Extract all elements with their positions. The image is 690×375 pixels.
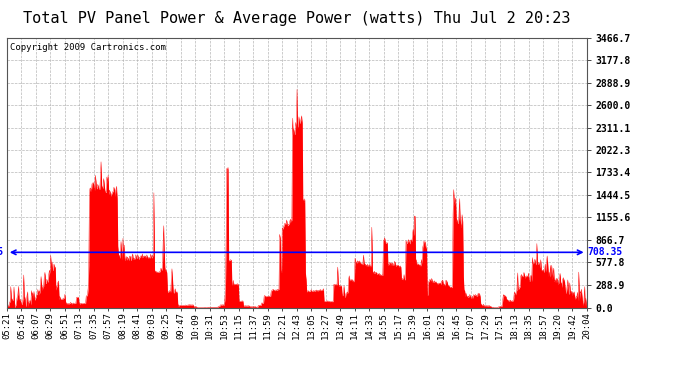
Text: 708.35: 708.35: [0, 248, 4, 257]
Text: Total PV Panel Power & Average Power (watts) Thu Jul 2 20:23: Total PV Panel Power & Average Power (wa…: [23, 11, 571, 26]
Text: 708.35: 708.35: [587, 248, 622, 257]
Text: Copyright 2009 Cartronics.com: Copyright 2009 Cartronics.com: [10, 43, 166, 52]
